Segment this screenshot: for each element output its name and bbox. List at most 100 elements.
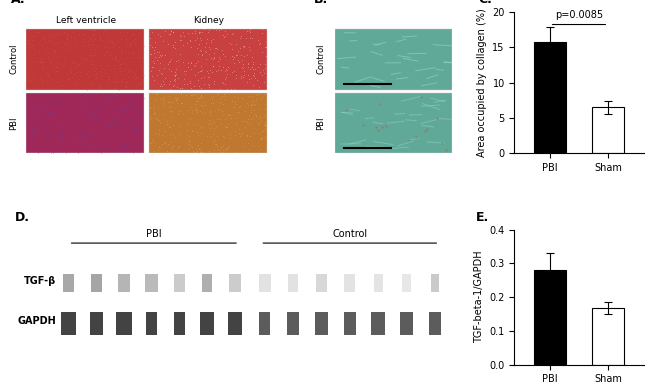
Point xyxy=(213,106,224,113)
Point xyxy=(32,86,43,92)
Point xyxy=(70,109,81,115)
Bar xyxy=(91,274,101,292)
Point xyxy=(218,51,228,57)
Point xyxy=(41,96,51,102)
Point xyxy=(112,39,122,45)
Point xyxy=(127,137,138,143)
Point xyxy=(44,56,55,62)
Point xyxy=(260,60,270,67)
Point xyxy=(218,143,228,149)
Point xyxy=(133,74,143,80)
Point xyxy=(30,127,40,134)
Point xyxy=(165,138,176,145)
Point xyxy=(203,44,214,50)
Point xyxy=(229,54,239,60)
Point xyxy=(211,123,221,129)
Point xyxy=(170,39,181,45)
Point xyxy=(135,132,145,139)
Point xyxy=(200,74,210,80)
Point xyxy=(116,78,126,84)
Point xyxy=(110,85,120,91)
Point xyxy=(246,102,256,108)
Point xyxy=(190,107,201,113)
Point xyxy=(258,106,268,113)
Point xyxy=(244,47,255,53)
Point xyxy=(33,29,44,35)
Point xyxy=(46,111,57,118)
Point xyxy=(79,100,89,107)
Point xyxy=(149,77,159,83)
Point xyxy=(66,47,76,53)
Point xyxy=(196,109,207,116)
Point xyxy=(248,72,259,78)
Point xyxy=(81,106,92,113)
Point xyxy=(76,91,86,97)
Point xyxy=(146,68,156,74)
Point xyxy=(201,56,211,63)
Point xyxy=(183,115,193,122)
Point xyxy=(251,112,261,118)
Point xyxy=(85,52,96,58)
Point xyxy=(105,123,115,129)
Point xyxy=(238,74,248,80)
Point xyxy=(78,31,88,37)
Point xyxy=(109,51,120,58)
Point xyxy=(94,37,105,44)
Point xyxy=(125,41,135,47)
Point xyxy=(233,95,243,101)
Point xyxy=(182,81,192,87)
Point xyxy=(187,144,197,151)
Point xyxy=(214,95,225,102)
Point xyxy=(70,28,81,34)
Point xyxy=(183,120,194,126)
Point xyxy=(192,148,202,154)
Point xyxy=(127,69,138,75)
Point xyxy=(64,65,75,71)
Point xyxy=(211,68,222,74)
Point xyxy=(103,105,113,112)
Point xyxy=(73,89,83,96)
Point xyxy=(216,108,227,114)
Point xyxy=(137,140,148,147)
Point xyxy=(27,37,37,43)
Point xyxy=(163,58,174,65)
Point xyxy=(203,74,213,80)
Point xyxy=(76,107,86,113)
Point xyxy=(239,72,249,78)
Point xyxy=(145,104,155,110)
Point xyxy=(80,106,90,113)
Point xyxy=(32,29,42,35)
Point xyxy=(183,59,194,65)
Point xyxy=(219,91,229,97)
Point xyxy=(183,107,194,113)
Point xyxy=(123,73,133,80)
Point xyxy=(107,78,118,85)
Point xyxy=(70,140,80,146)
Point xyxy=(240,108,250,114)
Point xyxy=(38,58,49,65)
Point xyxy=(179,76,189,83)
Point xyxy=(145,116,155,122)
Point xyxy=(170,45,180,51)
Point xyxy=(80,144,90,151)
Point xyxy=(210,137,220,143)
Point xyxy=(38,55,48,61)
Point xyxy=(127,140,137,147)
Point xyxy=(46,59,56,65)
Point xyxy=(93,104,103,110)
Point xyxy=(249,130,259,136)
Point xyxy=(109,34,120,41)
Point xyxy=(34,105,45,111)
Point xyxy=(170,71,180,78)
Point xyxy=(66,38,76,45)
Point xyxy=(90,133,101,139)
Point xyxy=(83,41,94,47)
Point xyxy=(218,134,229,140)
Bar xyxy=(287,312,298,335)
Point xyxy=(53,39,63,45)
Point xyxy=(193,51,203,58)
Point xyxy=(257,26,268,32)
Point xyxy=(96,56,106,63)
Point xyxy=(254,41,264,47)
Point xyxy=(257,127,268,134)
